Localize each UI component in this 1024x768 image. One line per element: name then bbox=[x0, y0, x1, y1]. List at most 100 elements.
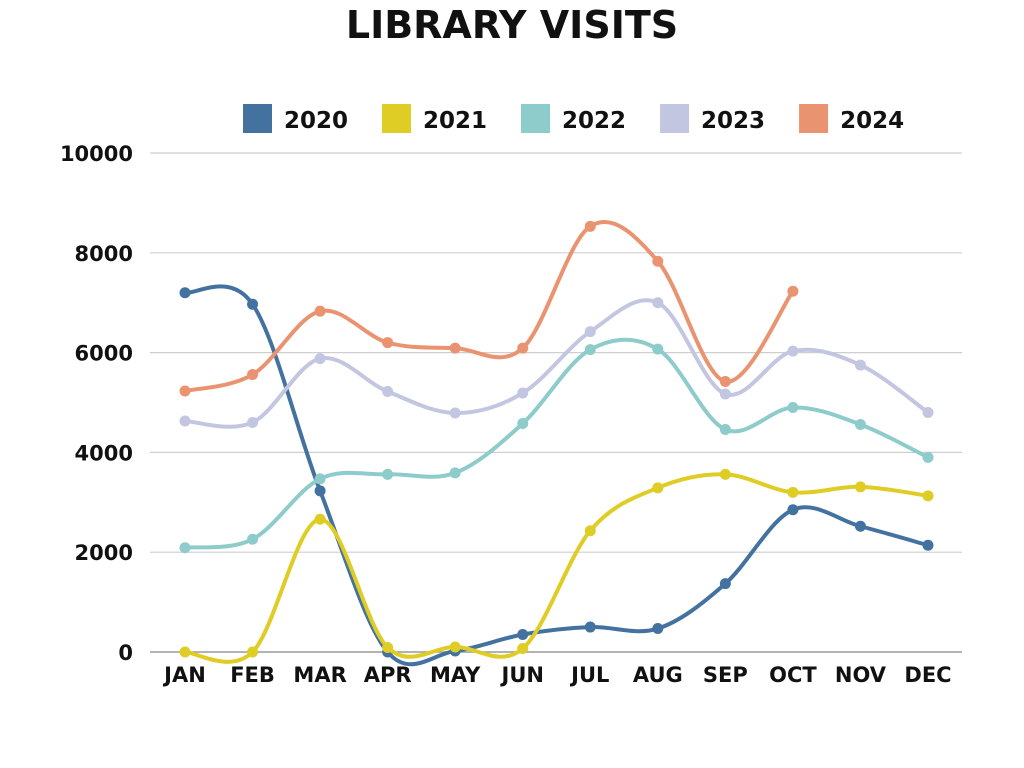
legend-label: 2021 bbox=[423, 108, 487, 134]
data-point-2022-may bbox=[449, 467, 461, 479]
data-point-2024-oct bbox=[787, 285, 799, 297]
legend-swatch bbox=[660, 104, 690, 133]
data-point-2021-mar bbox=[314, 513, 326, 525]
x-tick-label: MAY bbox=[430, 663, 481, 687]
data-point-2021-jun bbox=[517, 643, 529, 655]
data-point-2021-sep bbox=[719, 468, 731, 480]
data-point-2024-feb bbox=[247, 369, 259, 381]
data-point-2023-feb bbox=[247, 416, 259, 428]
data-point-2020-feb bbox=[247, 298, 259, 310]
x-tick-label: APR bbox=[364, 663, 412, 687]
series-line-2022 bbox=[183, 337, 930, 550]
series-group bbox=[179, 219, 934, 667]
data-point-2023-nov bbox=[854, 359, 866, 371]
data-point-2020-mar bbox=[314, 485, 326, 497]
data-point-2020-sep bbox=[719, 578, 731, 590]
series-line-2021 bbox=[183, 472, 930, 664]
data-point-2023-jan bbox=[179, 415, 191, 427]
gridlines bbox=[150, 152, 962, 653]
data-point-2022-mar bbox=[314, 473, 326, 485]
y-tick-label: 0 bbox=[118, 641, 133, 665]
data-point-2023-jun bbox=[517, 387, 529, 399]
data-point-2021-aug bbox=[652, 482, 664, 494]
legend-item-2022: 2022 bbox=[521, 104, 626, 134]
data-point-2024-jan bbox=[179, 385, 191, 397]
data-point-2021-apr bbox=[382, 642, 394, 654]
series-2023 bbox=[179, 297, 934, 429]
data-point-2022-apr bbox=[382, 468, 394, 480]
data-point-2024-may bbox=[449, 342, 461, 354]
data-point-2022-oct bbox=[787, 401, 799, 413]
legend-label: 2022 bbox=[562, 108, 626, 134]
data-point-2022-aug bbox=[652, 343, 664, 355]
x-tick-label: OCT bbox=[769, 663, 817, 687]
y-tick-label: 4000 bbox=[75, 441, 133, 465]
legend-label: 2023 bbox=[701, 108, 765, 134]
data-point-2024-jun bbox=[517, 342, 529, 354]
y-tick-label: 8000 bbox=[75, 242, 133, 266]
data-point-2024-aug bbox=[652, 255, 664, 267]
data-point-2020-jan bbox=[179, 287, 191, 299]
data-point-2023-mar bbox=[314, 353, 326, 365]
y-tick-label: 2000 bbox=[75, 541, 133, 565]
series-2020 bbox=[179, 284, 934, 667]
x-tick-label: DEC bbox=[904, 663, 951, 687]
data-point-2022-dec bbox=[922, 451, 934, 463]
data-point-2022-nov bbox=[854, 418, 866, 430]
data-point-2022-jul bbox=[584, 344, 596, 356]
series-line-2020 bbox=[183, 284, 930, 667]
data-point-2021-jul bbox=[584, 525, 596, 537]
data-point-2024-apr bbox=[382, 337, 394, 349]
legend-swatch bbox=[243, 104, 272, 133]
data-point-2021-oct bbox=[787, 486, 799, 498]
data-point-2024-mar bbox=[314, 305, 326, 317]
series-2022 bbox=[179, 337, 934, 554]
y-tick-label: 10000 bbox=[60, 142, 133, 166]
series-2021 bbox=[179, 468, 934, 664]
x-tick-label: SEP bbox=[703, 663, 748, 687]
x-tick-label: JAN bbox=[162, 663, 206, 687]
data-point-2020-dec bbox=[922, 539, 934, 551]
data-point-2021-nov bbox=[854, 481, 866, 493]
data-point-2020-oct bbox=[787, 504, 799, 516]
legend-item-2020: 2020 bbox=[243, 104, 348, 134]
data-point-2022-jan bbox=[179, 542, 191, 554]
data-point-2021-may bbox=[449, 641, 461, 653]
data-point-2023-dec bbox=[922, 406, 934, 418]
data-point-2022-jun bbox=[517, 417, 529, 429]
data-point-2021-jan bbox=[179, 646, 191, 658]
x-tick-label: MAR bbox=[293, 663, 346, 687]
data-point-2024-sep bbox=[719, 376, 731, 388]
x-tick-label: AUG bbox=[633, 663, 683, 687]
data-point-2023-sep bbox=[719, 388, 731, 400]
data-point-2023-aug bbox=[652, 297, 664, 309]
legend-item-2021: 2021 bbox=[382, 104, 487, 134]
data-point-2021-dec bbox=[922, 490, 934, 502]
data-point-2022-feb bbox=[247, 533, 259, 545]
legend-label: 2020 bbox=[284, 108, 348, 134]
data-point-2021-feb bbox=[247, 646, 259, 658]
series-line-2023 bbox=[183, 298, 930, 429]
data-point-2020-jun bbox=[517, 629, 529, 641]
data-point-2024-jul bbox=[584, 220, 596, 232]
legend: 2020 2021 2022 2023 2024 bbox=[243, 104, 904, 134]
x-axis: JAN FEB MAR APR MAY JUN JUL AUG SEP OCT NOV DEC bbox=[162, 663, 951, 687]
data-point-2023-oct bbox=[787, 345, 799, 357]
data-point-2022-sep bbox=[719, 423, 731, 435]
y-axis: 0 2000 4000 6000 8000 10000 bbox=[60, 142, 133, 665]
data-point-2023-apr bbox=[382, 386, 394, 398]
legend-swatch bbox=[799, 104, 829, 133]
legend-label: 2024 bbox=[840, 108, 904, 134]
data-point-2020-jul bbox=[584, 621, 596, 633]
x-tick-label: JUL bbox=[569, 663, 609, 687]
data-point-2023-jul bbox=[584, 326, 596, 338]
data-point-2020-nov bbox=[854, 520, 866, 532]
data-point-2020-aug bbox=[652, 623, 664, 635]
legend-item-2023: 2023 bbox=[660, 104, 765, 134]
legend-item-2024: 2024 bbox=[799, 104, 904, 134]
legend-swatch bbox=[521, 104, 551, 133]
y-tick-label: 6000 bbox=[75, 342, 133, 366]
chart-title: LIBRARY VISITS bbox=[346, 3, 678, 47]
